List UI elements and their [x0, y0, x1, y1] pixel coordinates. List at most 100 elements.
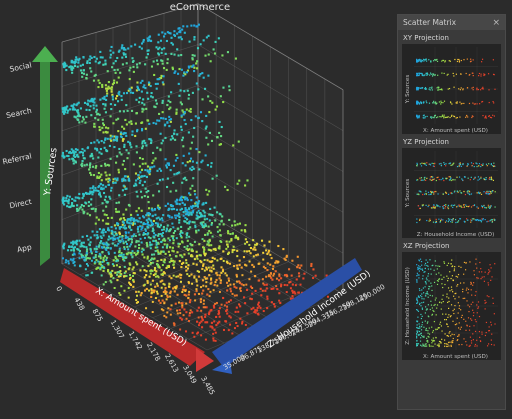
data-point [150, 39, 153, 43]
data-point [100, 266, 103, 269]
projection-point [457, 283, 459, 286]
data-point [201, 319, 204, 322]
data-point [102, 256, 105, 259]
projection-point [430, 179, 432, 182]
projection-point [480, 164, 482, 166]
data-point [98, 151, 101, 154]
data-point [186, 69, 190, 72]
data-point [207, 74, 210, 77]
data-point [102, 123, 105, 127]
data-point [64, 108, 67, 111]
data-point [255, 243, 258, 246]
data-point [105, 98, 108, 101]
projection-point [467, 192, 469, 194]
data-point [209, 325, 212, 328]
data-point [150, 141, 153, 145]
data-point [117, 117, 120, 120]
projection-point [441, 330, 443, 332]
data-point [173, 266, 176, 269]
data-point [211, 260, 214, 263]
projection-point [488, 178, 490, 180]
data-point [265, 287, 268, 290]
projection-point [444, 221, 447, 223]
data-point [122, 132, 125, 135]
chart-3d-scatter[interactable]: Y: SourcesAppDirectReferralSearchSocialX… [0, 0, 400, 415]
data-point [87, 204, 90, 207]
data-point [68, 205, 71, 209]
data-point [110, 281, 113, 284]
data-point [150, 139, 153, 142]
data-point [187, 296, 190, 299]
xz-projection-plot[interactable]: X: Amount spent (USD) Z: Household Income… [402, 252, 501, 360]
data-point [132, 280, 135, 283]
data-point [95, 258, 98, 262]
data-point [141, 127, 144, 131]
projection-point [434, 114, 436, 117]
data-point [155, 87, 158, 90]
data-point [129, 66, 132, 69]
data-point [101, 126, 104, 129]
data-point [267, 251, 270, 254]
projection-point [468, 205, 470, 207]
xy-projection-plot[interactable]: X: Amount spent (USD) Y: Sources [402, 44, 501, 134]
data-point [86, 61, 89, 64]
data-point [260, 239, 264, 242]
data-point [115, 233, 118, 236]
yz-projection-plot[interactable]: Z: Household Income (USD) Y: Sources [402, 148, 501, 238]
data-point [150, 257, 153, 260]
projection-point [441, 338, 443, 340]
data-point [90, 198, 93, 201]
projection-point [457, 191, 459, 193]
data-point [133, 272, 136, 275]
projection-point [493, 74, 495, 76]
data-point [70, 249, 73, 252]
projection-point [488, 330, 490, 332]
data-point [150, 289, 153, 292]
data-point [166, 162, 169, 165]
projection-point [437, 176, 439, 178]
data-point [314, 274, 317, 277]
data-point [216, 226, 219, 229]
projection-point [424, 117, 426, 119]
data-point [180, 68, 183, 71]
data-point [216, 274, 219, 277]
data-point [210, 321, 213, 324]
data-point [66, 200, 69, 203]
data-point [92, 256, 95, 259]
data-point [95, 267, 98, 270]
data-point [111, 93, 114, 96]
projection-point [425, 343, 427, 345]
data-point [141, 142, 144, 145]
data-point [95, 108, 98, 111]
data-point [160, 76, 163, 80]
data-point [172, 235, 175, 238]
data-point [256, 253, 259, 256]
close-icon[interactable]: × [492, 17, 500, 28]
data-point [225, 240, 228, 243]
data-point [114, 257, 117, 260]
projection-point [459, 164, 462, 166]
projection-point [420, 102, 422, 104]
data-point [283, 257, 286, 260]
data-point [65, 149, 68, 153]
data-point [195, 250, 198, 253]
projection-point [465, 204, 467, 206]
projection-point [439, 323, 441, 325]
projection-point [451, 340, 453, 342]
projection-point [416, 302, 418, 304]
projection-point [432, 221, 435, 223]
projection-point [466, 115, 468, 117]
projection-point [439, 116, 441, 118]
projection-point [466, 58, 468, 60]
data-point [197, 331, 200, 334]
z-tick-label: 450,000 [358, 283, 386, 304]
data-point [186, 267, 190, 270]
data-point [121, 235, 124, 238]
data-point [210, 277, 213, 280]
data-point [100, 236, 103, 239]
data-point [108, 195, 111, 198]
data-point [142, 86, 145, 89]
data-point [206, 232, 209, 235]
data-point [65, 259, 68, 262]
